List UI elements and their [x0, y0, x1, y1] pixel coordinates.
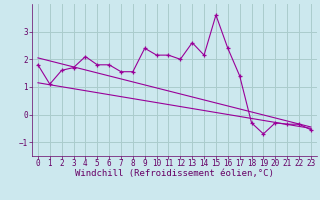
X-axis label: Windchill (Refroidissement éolien,°C): Windchill (Refroidissement éolien,°C) [75, 169, 274, 178]
